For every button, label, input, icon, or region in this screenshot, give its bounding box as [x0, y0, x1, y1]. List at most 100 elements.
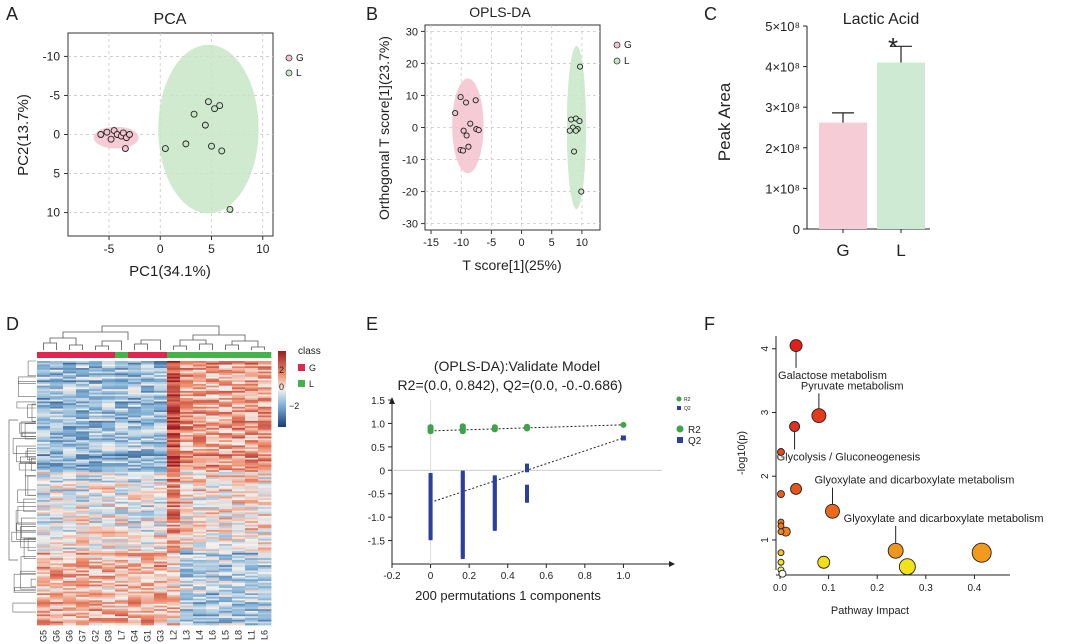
- heatmap-cell: [50, 501, 64, 504]
- heatmap-cell: [167, 434, 181, 438]
- heatmap-cell: [115, 375, 129, 378]
- heatmap-cell: [102, 369, 116, 372]
- heatmap-cell: [102, 389, 116, 392]
- heatmap-cell: [232, 538, 246, 541]
- heatmap-cell: [219, 361, 233, 364]
- heatmap-cell: [167, 542, 181, 545]
- heatmap-cell: [89, 515, 103, 519]
- heatmap-cell: [232, 621, 246, 624]
- heatmap-cell: [206, 445, 220, 448]
- heatmap-cell: [232, 382, 246, 385]
- heatmap-cell: [219, 544, 233, 547]
- heatmap-cell: [258, 537, 272, 540]
- pathway-x-tick-label: 0.0: [773, 583, 787, 594]
- heatmap-cell: [115, 382, 129, 385]
- heatmap-cell: [245, 556, 259, 559]
- heatmap-cell: [180, 575, 194, 578]
- heatmap-cell: [102, 529, 116, 533]
- heatmap-cell: [232, 424, 246, 427]
- heatmap-cell: [141, 463, 155, 466]
- heatmap-cell: [167, 410, 181, 413]
- q2-permutation-point: [460, 505, 465, 510]
- heatmap-cell: [154, 378, 168, 381]
- heatmap-cell: [193, 577, 207, 580]
- heatmap-cell: [193, 609, 207, 612]
- heatmap-cell: [245, 605, 259, 608]
- heatmap-cell: [206, 403, 220, 406]
- heatmap-cell: [154, 533, 168, 536]
- heatmap-cell: [167, 589, 181, 592]
- heatmap-cell: [37, 477, 51, 480]
- heatmap-cell: [50, 528, 64, 531]
- heatmap-cell: [128, 610, 142, 614]
- heatmap-cell: [102, 480, 116, 483]
- pathway-point: [789, 421, 801, 432]
- heatmap-cell: [102, 600, 116, 603]
- heatmap-cell: [154, 589, 168, 592]
- heatmap-cell: [141, 496, 155, 499]
- heatmap-cell: [89, 598, 103, 601]
- heatmap-cell: [193, 542, 207, 545]
- heatmap-cell: [154, 595, 168, 598]
- heatmap-cell: [154, 531, 168, 534]
- heatmap-cell: [167, 443, 181, 446]
- heatmap-cell: [180, 496, 194, 499]
- heatmap-cell: [50, 443, 64, 446]
- permutation-x-tick-label: 1.0: [616, 571, 630, 582]
- heatmap-cell: [63, 563, 77, 566]
- heatmap-cell: [50, 598, 64, 601]
- heatmap-cell: [180, 362, 194, 365]
- heatmap-cell: [232, 433, 246, 436]
- heatmap-cell: [245, 480, 259, 483]
- heatmap-cell: [219, 568, 233, 571]
- heatmap-cell: [206, 396, 220, 399]
- heatmap-cell: [128, 373, 142, 376]
- heatmap-cell: [193, 470, 207, 473]
- heatmap-cell: [102, 547, 116, 550]
- heatmap-cell: [76, 373, 90, 376]
- pathway-point: [971, 542, 992, 563]
- heatmap-cell: [76, 401, 90, 404]
- dendrogram-branch: [17, 489, 36, 503]
- heatmap-cell: [50, 412, 64, 415]
- heatmap-cell: [37, 434, 51, 438]
- heatmap-cell: [193, 471, 207, 475]
- heatmap-cell: [37, 559, 51, 563]
- heatmap-cell: [89, 369, 103, 372]
- heatmap-cell: [232, 477, 246, 480]
- heatmap-cell: [219, 503, 233, 506]
- heatmap-cell: [115, 371, 129, 374]
- heatmap-cell: [245, 361, 259, 364]
- heatmap-cell: [50, 380, 64, 383]
- heatmap-cell: [154, 598, 168, 601]
- heatmap-cell: [102, 533, 116, 536]
- heatmap-cell: [167, 484, 181, 487]
- permutation-x-axis-arrow: [669, 561, 675, 567]
- heatmap-cell: [258, 440, 272, 443]
- heatmap-cell: [232, 443, 246, 446]
- heatmap-cell: [219, 456, 233, 459]
- heatmap-cell: [102, 507, 116, 510]
- heatmap-cell: [193, 556, 207, 559]
- heatmap-cell: [206, 500, 220, 503]
- heatmap-cell: [141, 445, 155, 448]
- heatmap-cell: [258, 552, 272, 555]
- heatmap-cell: [258, 387, 272, 390]
- heatmap-cell: [219, 431, 233, 434]
- heatmap-cell: [76, 390, 90, 394]
- heatmap-cell: [37, 468, 51, 471]
- heatmap-cell: [115, 475, 129, 478]
- heatmap-cell: [115, 491, 129, 494]
- heatmap-cell: [154, 617, 168, 621]
- heatmap-cell: [63, 501, 77, 504]
- q2-permutation-point: [428, 517, 433, 522]
- heatmap-cell: [102, 487, 116, 490]
- heatmap-cell: [89, 390, 103, 394]
- class-bar-cell: [167, 352, 181, 358]
- heatmap-cell: [76, 517, 90, 520]
- heatmap-cell: [37, 589, 51, 592]
- heatmap-cell: [154, 610, 168, 614]
- heatmap-cell: [115, 596, 129, 599]
- q2-permutation-point: [428, 487, 433, 492]
- heatmap-cell: [37, 512, 51, 515]
